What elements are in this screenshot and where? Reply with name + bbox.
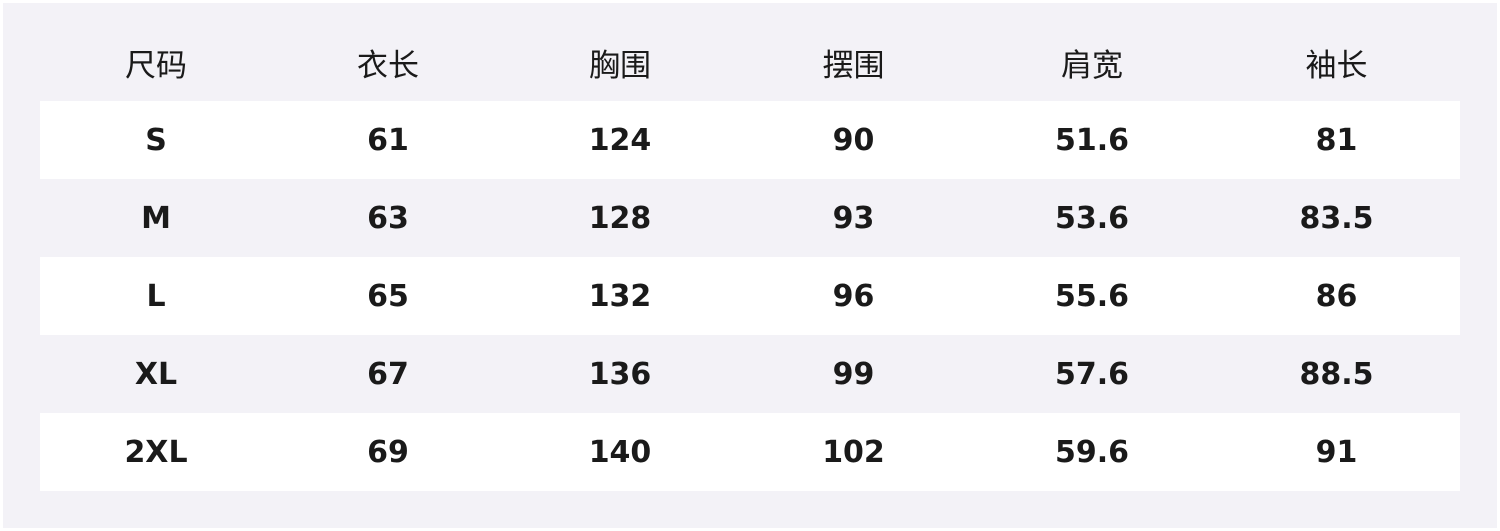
cell-sleeve: 86 (1213, 257, 1460, 335)
cell-length: 67 (367, 356, 409, 392)
cell-hem: 102 (736, 413, 971, 491)
cell-chest: 140 (504, 413, 736, 491)
table-row: L 65 132 96 55.6 86 (40, 257, 1460, 335)
cell-size: 2XL (40, 413, 272, 491)
cell-length: 69 (272, 413, 504, 491)
cell-chest: 128 (588, 200, 652, 236)
cell-chest: 124 (504, 101, 736, 179)
cell-shoulder: 53.6 (1054, 200, 1130, 236)
cell-sleeve: 88.5 (1299, 356, 1374, 392)
cell-hem: 96 (736, 257, 971, 335)
header-sleeve: 袖长 (1305, 47, 1368, 84)
cell-chest: 132 (504, 257, 736, 335)
cell-hem: 90 (736, 101, 971, 179)
cell-sleeve: 83.5 (1299, 200, 1374, 236)
header-hem: 摆围 (822, 47, 885, 84)
header-size: 尺码 (125, 47, 187, 84)
cell-size: XL (134, 356, 178, 392)
header-chest: 胸围 (589, 47, 651, 84)
cell-shoulder: 51.6 (971, 101, 1213, 179)
cell-shoulder: 55.6 (971, 257, 1213, 335)
cell-hem: 99 (832, 356, 875, 392)
table-row: S 61 124 90 51.6 81 (40, 101, 1460, 179)
cell-hem: 93 (832, 200, 875, 236)
header-shoulder: 肩宽 (1061, 47, 1123, 84)
header-length: 衣长 (357, 47, 419, 84)
cell-shoulder: 59.6 (971, 413, 1213, 491)
cell-sleeve: 81 (1213, 101, 1460, 179)
cell-length: 63 (367, 200, 409, 236)
table-row: 2XL 69 140 102 59.6 91 (40, 413, 1460, 491)
cell-shoulder: 57.6 (1054, 356, 1130, 392)
cell-size: S (40, 101, 272, 179)
table-row: XL 67 136 99 57.6 88.5 (40, 335, 1460, 413)
cell-size: M (141, 200, 171, 236)
size-chart-panel: 尺码 衣长 胸围 摆围 肩宽 袖长 S 61 124 90 51.6 81 M 63 128 93… (3, 3, 1497, 528)
table-row: M 63 128 93 53.6 83.5 (40, 179, 1460, 257)
cell-length: 65 (272, 257, 504, 335)
size-chart-table: 尺码 衣长 胸围 摆围 肩宽 袖长 S 61 124 90 51.6 81 M 63 128 93… (40, 23, 1460, 491)
cell-sleeve: 91 (1213, 413, 1460, 491)
cell-length: 61 (272, 101, 504, 179)
header-row: 尺码 衣长 胸围 摆围 肩宽 袖长 (40, 23, 1460, 101)
cell-chest: 136 (588, 356, 652, 392)
cell-size: L (40, 257, 272, 335)
